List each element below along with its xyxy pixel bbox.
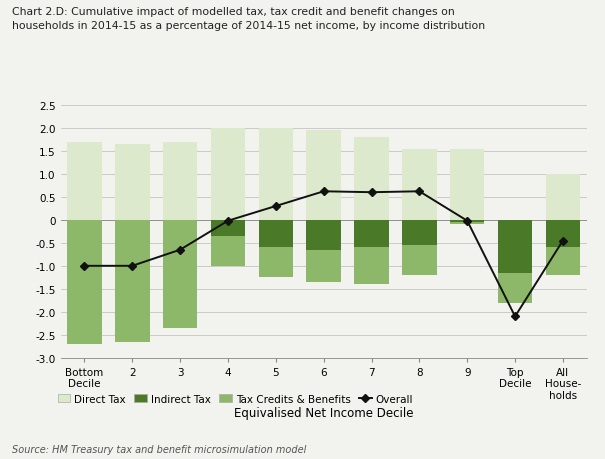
X-axis label: Equivalised Net Income Decile: Equivalised Net Income Decile: [234, 406, 413, 419]
Bar: [355, 138, 389, 220]
Bar: [450, 220, 485, 223]
Text: Chart 2.D: Cumulative impact of modelled tax, tax credit and benefit changes on: Chart 2.D: Cumulative impact of modelled…: [12, 7, 455, 17]
Bar: [258, 220, 293, 248]
Bar: [307, 131, 341, 220]
Bar: [163, 142, 197, 220]
Bar: [355, 220, 389, 248]
Text: households in 2014-15 as a percentage of 2014-15 net income, by income distribut: households in 2014-15 as a percentage of…: [12, 21, 485, 31]
Bar: [546, 220, 580, 248]
Bar: [211, 220, 245, 236]
Bar: [115, 220, 149, 342]
Bar: [498, 273, 532, 303]
Bar: [402, 149, 437, 220]
Bar: [402, 220, 437, 246]
Bar: [546, 174, 580, 220]
Bar: [450, 149, 485, 220]
Bar: [115, 145, 149, 220]
Bar: [163, 220, 197, 328]
Bar: [355, 248, 389, 285]
Bar: [67, 220, 102, 344]
Bar: [498, 220, 532, 273]
Bar: [450, 223, 485, 225]
Bar: [211, 236, 245, 266]
Legend: Direct Tax, Indirect Tax, Tax Credits & Benefits, Overall: Direct Tax, Indirect Tax, Tax Credits & …: [54, 390, 417, 408]
Bar: [258, 129, 293, 220]
Bar: [546, 248, 580, 275]
Bar: [67, 142, 102, 220]
Bar: [402, 246, 437, 275]
Text: Source: HM Treasury tax and benefit microsimulation model: Source: HM Treasury tax and benefit micr…: [12, 444, 307, 454]
Bar: [258, 248, 293, 278]
Bar: [307, 250, 341, 282]
Bar: [211, 129, 245, 220]
Bar: [307, 220, 341, 250]
